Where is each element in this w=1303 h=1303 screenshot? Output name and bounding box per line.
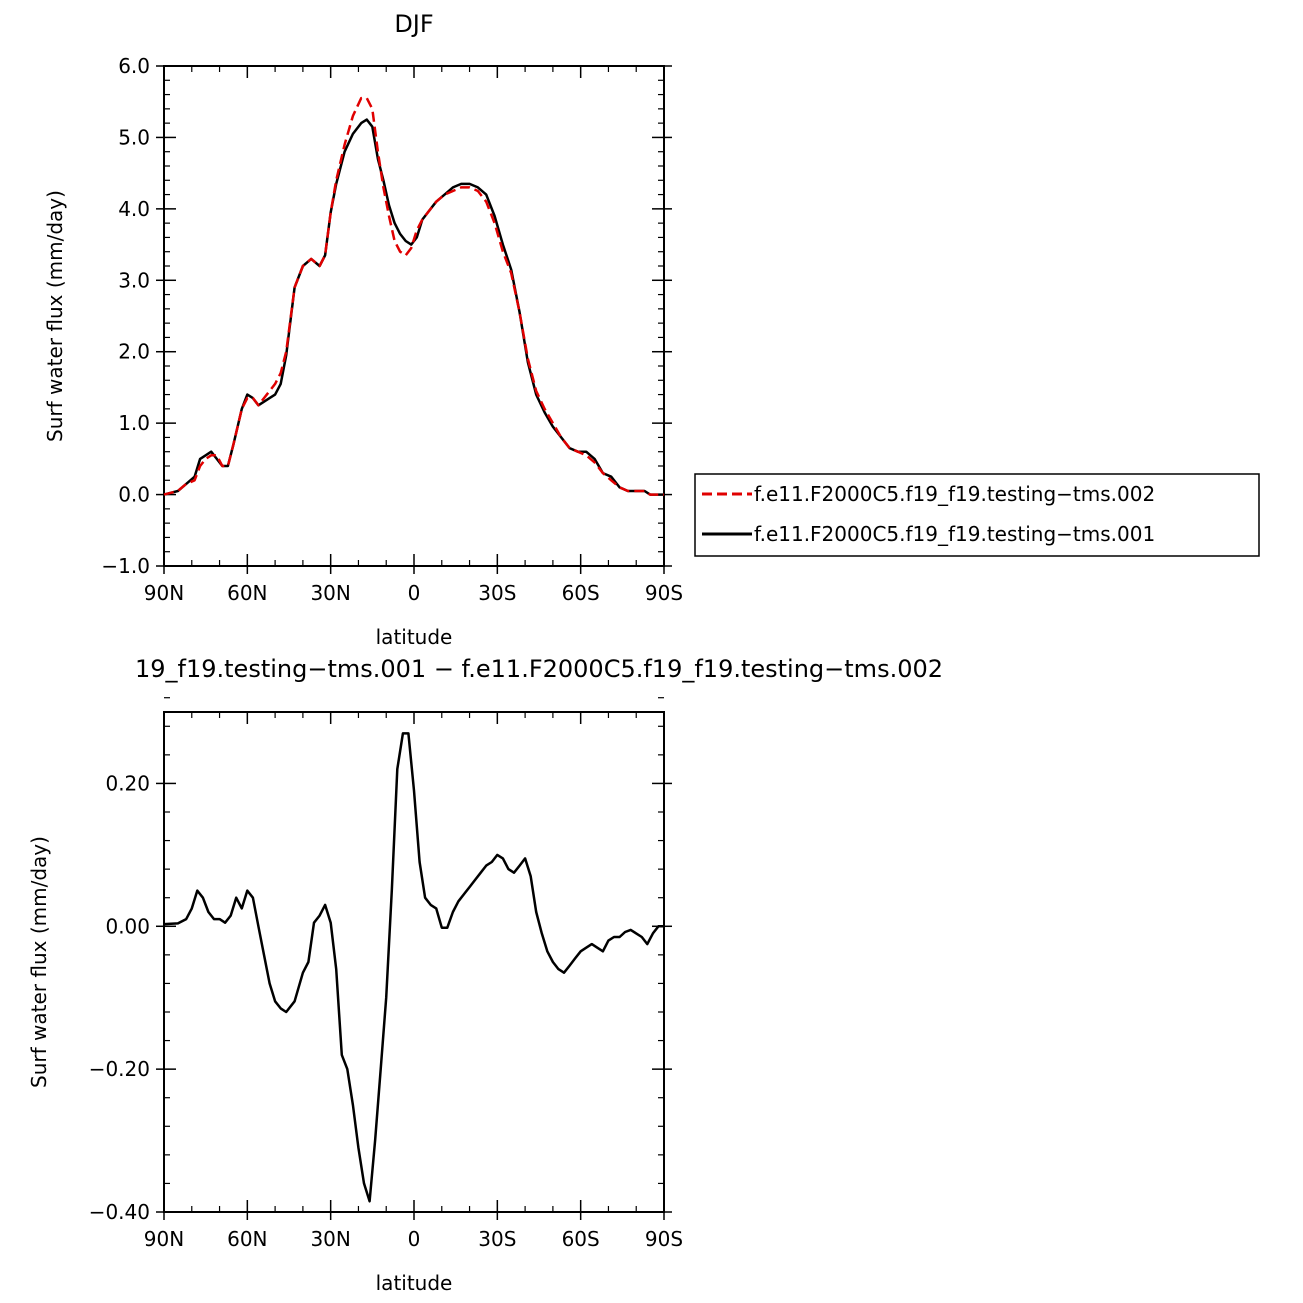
y-axis-title: Surf water flux (mm/day)	[43, 190, 67, 442]
y-tick-label: −1.0	[101, 554, 150, 578]
series-group	[163, 96, 664, 496]
legend-label-series-1: f.e11.F2000C5.f19_f19.testing−tms.002	[754, 482, 1155, 506]
y-tick-label: 5.0	[118, 125, 150, 149]
y-tick-label: 0.20	[105, 771, 150, 795]
x-axis: 90N 60N 30N 0 30S 60S 90S	[144, 66, 683, 605]
y-axis: −0.40 −0.20 0.00 0.20	[89, 697, 672, 1224]
y-tick-label: 3.0	[118, 268, 150, 292]
series-line-2	[163, 118, 664, 496]
x-tick-label: 60N	[227, 581, 267, 605]
x-tick-label: 60S	[562, 1227, 600, 1251]
series-line-1	[163, 96, 664, 496]
series-line-1	[163, 732, 664, 1203]
x-tick-label: 30N	[310, 581, 350, 605]
x-tick-label: 90N	[144, 581, 184, 605]
chart-djf: DJF 90N 60N 30N 0 30S 60S 90S −1.0 0.0 1.0 2.0 3.0…	[43, 10, 1260, 649]
y-tick-label: 0.0	[118, 483, 150, 507]
x-tick-label: 30S	[478, 1227, 516, 1251]
chart-difference: 19_f19.testing−tms.001 − f.e11.F2000C5.f…	[27, 655, 943, 1295]
y-tick-label: −0.40	[89, 1200, 150, 1224]
y-axis-title: Surf water flux (mm/day)	[27, 836, 51, 1088]
y-tick-label: 1.0	[118, 411, 150, 435]
y-tick-label: 2.0	[118, 340, 150, 364]
y-tick-label: −0.20	[89, 1057, 150, 1081]
chart-title: DJF	[394, 10, 433, 38]
y-axis: −1.0 0.0 1.0 2.0 3.0 4.0 5.0 6.0	[101, 54, 672, 578]
y-tick-label: 0.00	[105, 914, 150, 938]
x-tick-label: 60N	[227, 1227, 267, 1251]
x-tick-label: 90S	[645, 581, 683, 605]
x-tick-label: 60S	[562, 581, 600, 605]
x-tick-label: 0	[408, 581, 421, 605]
x-tick-label: 90S	[645, 1227, 683, 1251]
x-tick-label: 90N	[144, 1227, 184, 1251]
y-tick-label: 6.0	[118, 54, 150, 78]
chart-title: 19_f19.testing−tms.001 − f.e11.F2000C5.f…	[135, 655, 943, 683]
x-axis-title: latitude	[376, 625, 453, 649]
legend-box	[694, 473, 1260, 557]
series-group	[163, 732, 664, 1203]
x-tick-label: 0	[408, 1227, 421, 1251]
x-axis: 90N 60N 30N 0 30S 60S 90S	[144, 712, 683, 1251]
plot-frame	[163, 65, 665, 567]
x-axis-title: latitude	[376, 1271, 453, 1295]
x-tick-label: 30S	[478, 581, 516, 605]
legend-label-series-2: f.e11.F2000C5.f19_f19.testing−tms.001	[754, 522, 1155, 546]
legend: f.e11.F2000C5.f19_f19.testing−tms.002 f.…	[694, 473, 1260, 557]
y-tick-label: 4.0	[118, 197, 150, 221]
x-tick-label: 30N	[310, 1227, 350, 1251]
